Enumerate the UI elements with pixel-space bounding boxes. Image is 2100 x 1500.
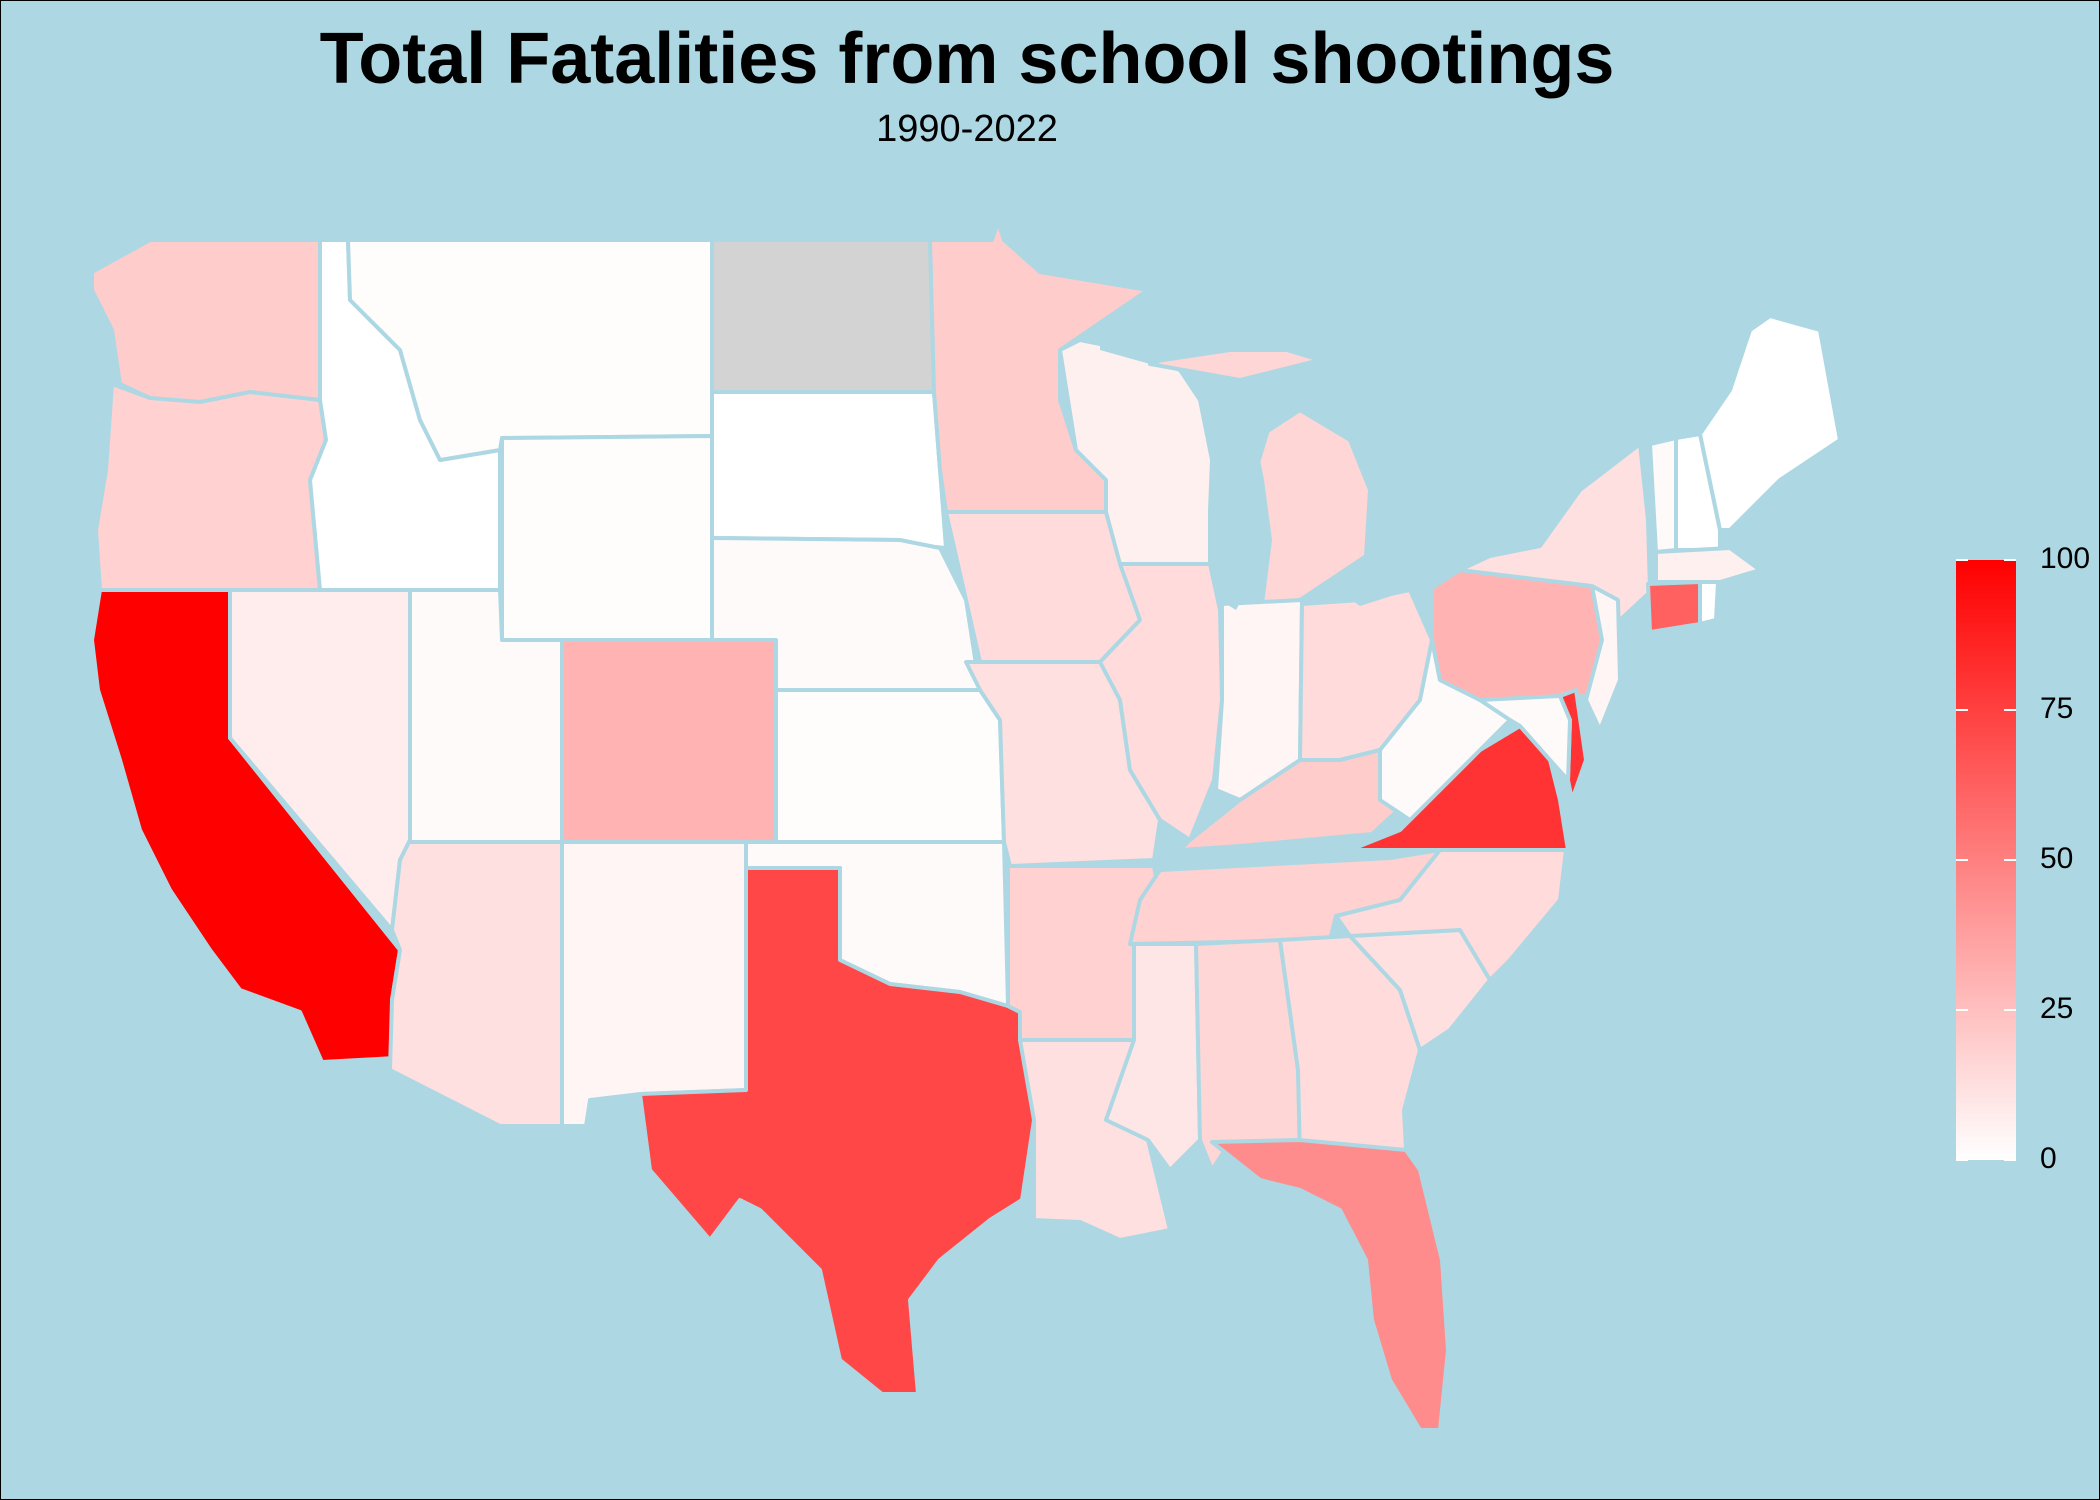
state-az [388,838,564,1128]
state-nm [560,840,748,1128]
state-ri [1698,580,1720,626]
state-il [1098,562,1224,842]
state-co [560,638,778,844]
legend-tick-label: 0 [2040,1142,2057,1175]
state-nh [1674,432,1722,552]
legend-tick-label: 100 [2040,542,2091,575]
state-tx [638,866,1036,1396]
map-title: Total Fatalities from school shootings [319,19,1615,99]
lake-erie-shape [1340,556,1460,606]
state-ks [774,688,1006,844]
state-vt [1648,436,1678,554]
state-wa [90,238,322,404]
legend-tick-label: 25 [2040,992,2074,1025]
lake-ontario-shape [1468,532,1546,556]
state-sd [710,390,948,550]
lake-superior-shape [1100,318,1330,364]
state-fl [1210,1138,1450,1432]
state-ct [1646,580,1702,634]
state-md [1478,694,1572,782]
state-or [94,382,328,592]
state-nc [1334,848,1568,982]
state-pa [1430,568,1604,702]
state-ca [90,588,402,1064]
state-ma [1654,546,1762,584]
state-nd [710,238,936,394]
state-me [1698,314,1842,532]
lake-michigan-shape [1214,396,1270,610]
map-subtitle: 1990-2022 [876,108,1058,150]
state-nj [1584,584,1622,732]
state-wy [500,434,714,642]
state-mn [928,220,1150,514]
legend-tick-label: 75 [2040,692,2074,725]
legend-tick-label: 50 [2040,842,2074,875]
